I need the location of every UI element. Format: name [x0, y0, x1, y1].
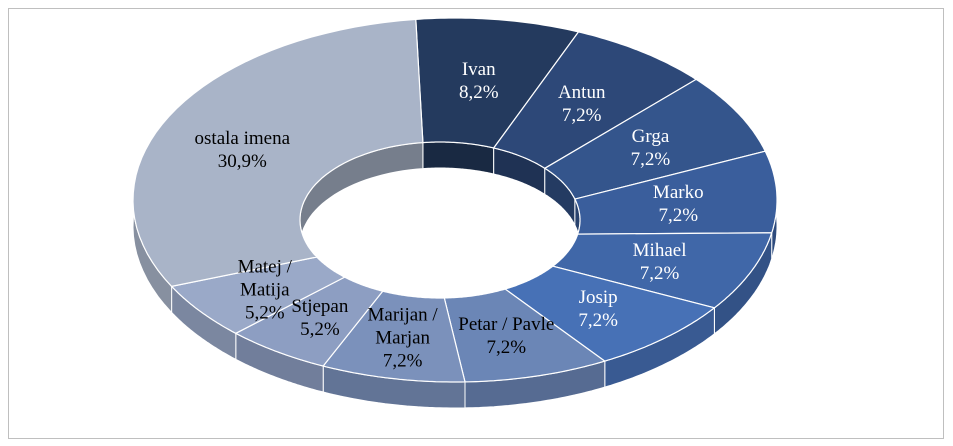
- value-label: 5,2%: [300, 319, 340, 341]
- category-label: Josip: [578, 286, 618, 308]
- value-label: 8,2%: [458, 82, 499, 104]
- data-label: Petar / Pavle 7,2%: [458, 313, 554, 359]
- category-label: Grga: [631, 125, 670, 147]
- category-label: Matej / Matija: [237, 256, 292, 301]
- value-label: 7,2%: [658, 205, 699, 227]
- chart-frame: [8, 8, 944, 439]
- value-label: 5,2%: [244, 302, 285, 324]
- data-label: Mihael 7,2%: [633, 239, 687, 285]
- category-label: Stjepan: [291, 296, 349, 318]
- slice-inner-wall: [422, 141, 495, 175]
- data-label: Marko 7,2%: [653, 181, 704, 227]
- category-label: Petar / Pavle: [458, 313, 555, 335]
- data-label: Grga 7,2%: [631, 125, 671, 171]
- category-label: Marko: [652, 182, 704, 204]
- value-label: 7,2%: [382, 350, 423, 372]
- value-label: 7,2%: [630, 148, 671, 170]
- category-label: Marijan / Marjan: [367, 304, 438, 349]
- category-label: Antun: [557, 82, 606, 104]
- category-label: Ivan: [461, 59, 496, 81]
- data-label: ostala imena 30,9%: [195, 127, 291, 173]
- category-label: ostala imena: [194, 128, 291, 150]
- value-label: 30,9%: [217, 151, 267, 173]
- data-label: Stjepan 5,2%: [291, 295, 348, 341]
- value-label: 7,2%: [639, 262, 680, 284]
- category-label: Mihael: [632, 239, 687, 261]
- slice: [132, 18, 424, 288]
- value-label: 7,2%: [578, 309, 618, 331]
- value-label: 7,2%: [486, 336, 527, 358]
- value-label: 7,2%: [561, 105, 602, 127]
- data-label: Ivan 8,2%: [459, 58, 499, 104]
- data-label: Antun 7,2%: [558, 81, 606, 127]
- data-label: Josip 7,2%: [578, 286, 618, 332]
- data-label: Marijan / Marjan 7,2%: [351, 303, 455, 372]
- data-label: Matej / Matija 5,2%: [213, 255, 317, 324]
